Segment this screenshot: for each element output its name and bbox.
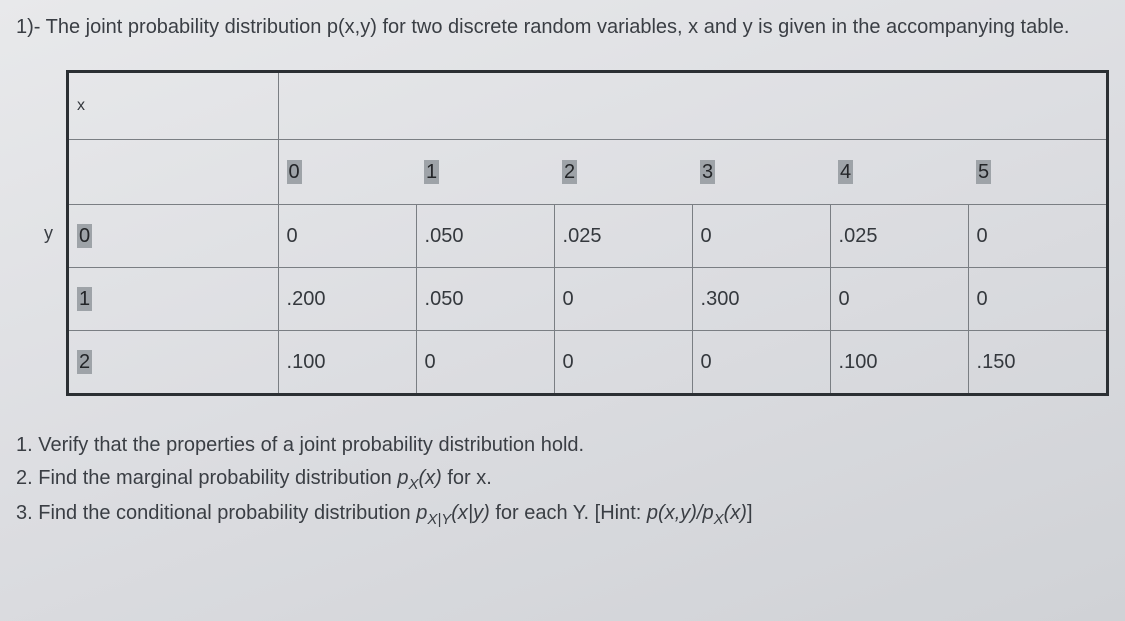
cell-y0-x4: .025 [830,205,968,268]
cell-y2-x5: .150 [968,331,1107,395]
cell-y2-x4: .100 [830,331,968,395]
x-axis-label: x [68,72,279,140]
cell-y1-x2: 0 [554,268,692,331]
cell-y1-x1: .050 [416,268,554,331]
x-header-4: 4 [830,140,968,205]
cell-y1-x4: 0 [830,268,968,331]
cell-y1-x0: .200 [278,268,416,331]
question-3: 3. Find the conditional probability dist… [16,498,1109,531]
problem-statement: 1)- The joint probability distribution p… [16,12,1109,42]
cell-y2-x3: 0 [692,331,830,395]
cell-y2-x2: 0 [554,331,692,395]
x-header-3: 3 [692,140,830,205]
cell-y1-x3: .300 [692,268,830,331]
y-header-0: 0 [68,205,279,268]
x-header-1: 1 [416,140,554,205]
cell-y2-x1: 0 [416,331,554,395]
x-header-5: 5 [968,140,1107,205]
cell-y0-x3: 0 [692,205,830,268]
cell-y0-x1: .050 [416,205,554,268]
joint-probability-table: x 0 1 2 3 4 5 0 0 .050 .025 0 .025 [66,70,1109,396]
cell-y1-x5: 0 [968,268,1107,331]
cell-y0-x5: 0 [968,205,1107,268]
x-header-0: 0 [278,140,416,205]
question-2: 2. Find the marginal probability distrib… [16,463,1109,496]
cell-y0-x0: 0 [278,205,416,268]
cell-y0-x2: .025 [554,205,692,268]
question-1: 1. Verify that the properties of a joint… [16,430,1109,461]
questions-list: 1. Verify that the properties of a joint… [16,430,1109,532]
y-header-2: 2 [68,331,279,395]
y-header-1: 1 [68,268,279,331]
y-axis-label: y [44,223,66,244]
x-header-2: 2 [554,140,692,205]
cell-y2-x0: .100 [278,331,416,395]
